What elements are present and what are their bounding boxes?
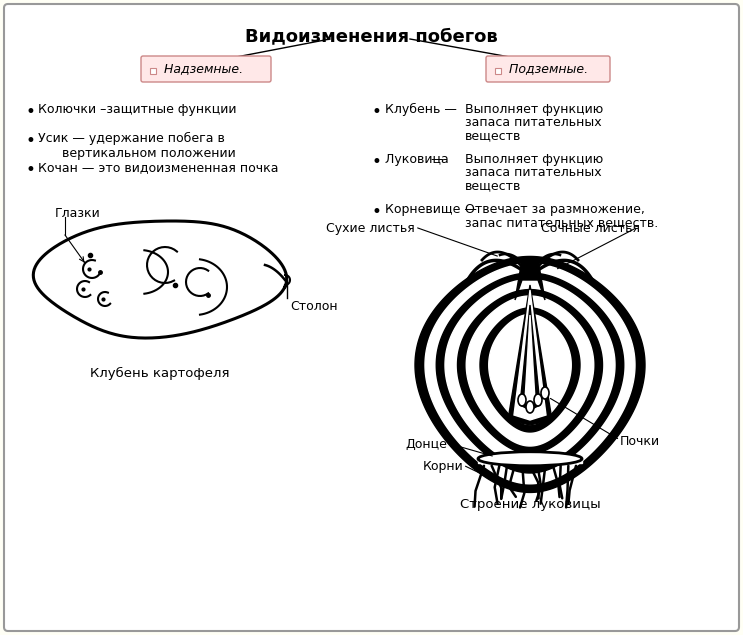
Text: Усик — удержание побега в
      вертикальном положении: Усик — удержание побега в вертикальном п… bbox=[38, 132, 236, 160]
Text: веществ: веществ bbox=[465, 179, 522, 192]
Text: Почки: Почки bbox=[620, 435, 660, 448]
Polygon shape bbox=[445, 279, 615, 465]
Text: Донце: Донце bbox=[405, 438, 447, 451]
Text: Надземные.: Надземные. bbox=[160, 62, 243, 76]
Ellipse shape bbox=[541, 387, 549, 399]
Text: •: • bbox=[372, 203, 382, 221]
Text: •: • bbox=[25, 103, 35, 121]
FancyBboxPatch shape bbox=[486, 56, 610, 82]
Ellipse shape bbox=[478, 451, 582, 465]
Polygon shape bbox=[425, 264, 635, 484]
Text: Строение луковицы: Строение луковицы bbox=[460, 498, 600, 511]
FancyBboxPatch shape bbox=[4, 4, 739, 631]
Polygon shape bbox=[520, 305, 540, 410]
Text: •: • bbox=[372, 103, 382, 121]
Bar bbox=[150, 68, 156, 74]
Text: Кочан — это видоизмененная почка: Кочан — это видоизмененная почка bbox=[38, 161, 279, 174]
Text: •: • bbox=[372, 153, 382, 171]
Ellipse shape bbox=[526, 401, 534, 413]
Text: Столон: Столон bbox=[290, 300, 337, 313]
FancyBboxPatch shape bbox=[141, 56, 271, 82]
Text: Выполняет функцию: Выполняет функцию bbox=[465, 103, 603, 116]
Ellipse shape bbox=[518, 394, 526, 406]
Text: Корни: Корни bbox=[422, 460, 463, 473]
Text: •: • bbox=[25, 161, 35, 179]
Text: Луковица: Луковица bbox=[385, 153, 452, 166]
Text: запаса питательных: запаса питательных bbox=[465, 166, 602, 179]
Polygon shape bbox=[467, 296, 594, 446]
Text: —: — bbox=[430, 153, 443, 166]
Polygon shape bbox=[480, 308, 580, 432]
Polygon shape bbox=[489, 314, 571, 424]
Text: Выполняет функцию: Выполняет функцию bbox=[465, 153, 603, 166]
Text: Сочные листья: Сочные листья bbox=[541, 222, 640, 235]
Bar bbox=[495, 68, 501, 74]
Text: запаса питательных: запаса питательных bbox=[465, 116, 602, 129]
Polygon shape bbox=[478, 455, 582, 463]
Text: запас питательных веществ.: запас питательных веществ. bbox=[465, 216, 658, 229]
Polygon shape bbox=[415, 257, 645, 492]
Text: веществ: веществ bbox=[465, 129, 522, 142]
Text: Видоизменения побегов: Видоизменения побегов bbox=[244, 27, 497, 45]
Polygon shape bbox=[515, 260, 545, 300]
Text: Глазки: Глазки bbox=[55, 207, 101, 220]
Polygon shape bbox=[458, 290, 603, 453]
Polygon shape bbox=[508, 285, 552, 425]
Text: Сухие листья: Сухие листья bbox=[326, 222, 415, 235]
Text: Клубень картофеля: Клубень картофеля bbox=[90, 367, 230, 380]
Polygon shape bbox=[514, 290, 546, 420]
Text: Колючки –защитные функции: Колючки –защитные функции bbox=[38, 103, 236, 116]
Text: Клубень —: Клубень — bbox=[385, 103, 457, 116]
Text: •: • bbox=[25, 132, 35, 150]
Ellipse shape bbox=[534, 394, 542, 406]
Polygon shape bbox=[525, 315, 535, 405]
Polygon shape bbox=[436, 273, 624, 473]
Polygon shape bbox=[33, 221, 287, 338]
Text: Отвечает за размножение,: Отвечает за размножение, bbox=[465, 203, 645, 216]
Text: Корневище —: Корневище — bbox=[385, 203, 477, 216]
Text: Подземные.: Подземные. bbox=[505, 62, 588, 76]
